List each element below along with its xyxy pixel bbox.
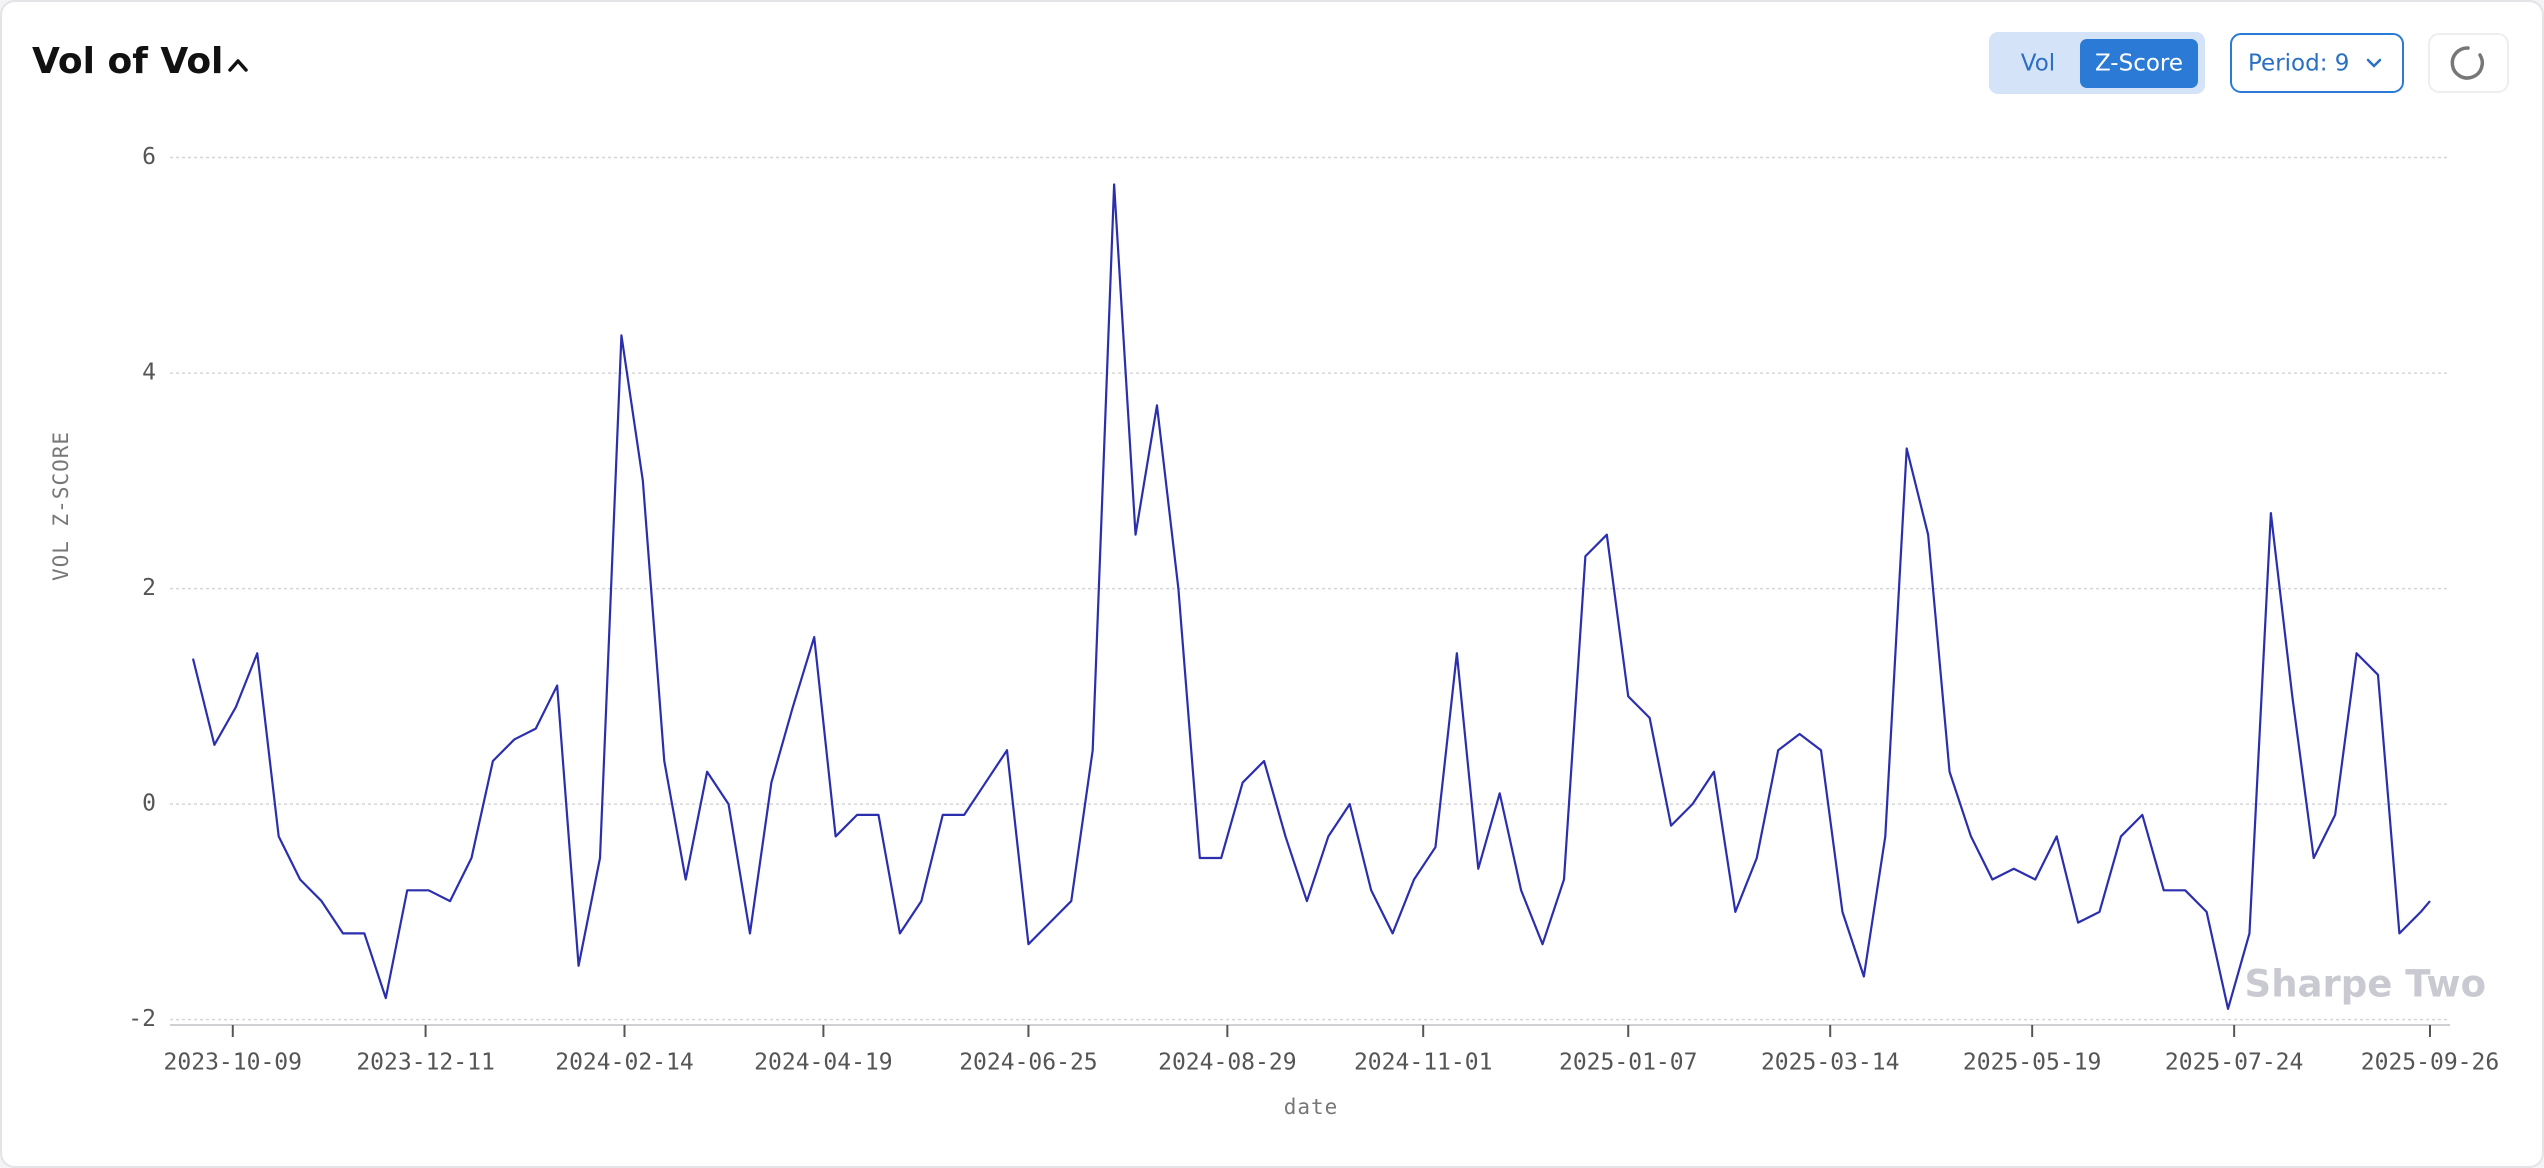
x-axis-label: date (1284, 1095, 1339, 1119)
x-tick-label: 2025-05-19 (1963, 1050, 2101, 1076)
x-tick-label: 2025-01-07 (1559, 1050, 1697, 1076)
collapse-chevron[interactable] (228, 59, 248, 72)
period-label: Period: 9 (2248, 51, 2349, 77)
x-tick-label: 2024-02-14 (555, 1050, 693, 1076)
x-tick-label: 2025-09-26 (2361, 1050, 2499, 1076)
toggle-option[interactable]: Vol (2021, 51, 2055, 77)
chart-title: Vol of Vol (32, 41, 223, 82)
toggle-group: Vol Z-Score (2021, 39, 2198, 88)
x-tick-label: 2023-10-09 (164, 1050, 302, 1076)
x-tick-label: 2023-12-11 (356, 1050, 494, 1076)
watermark: Sharpe Two (2245, 963, 2486, 1006)
dropdown-chevron (2366, 58, 2382, 68)
refresh-button[interactable] (2428, 33, 2509, 93)
x-tick-label: 2024-06-25 (959, 1050, 1097, 1076)
y-tick-label: -2 (128, 1006, 156, 1032)
y-tick-label: 0 (142, 791, 156, 817)
y-tick-label: 4 (142, 360, 156, 386)
y-axis-label: VOL Z-SCORE (49, 431, 73, 581)
x-tick-label: 2025-07-24 (2165, 1050, 2303, 1076)
x-tick-label: 2024-08-29 (1158, 1050, 1296, 1076)
toggle-active (2080, 39, 2198, 88)
x-tick-label: 2024-04-19 (754, 1050, 892, 1076)
loading-spinner (2450, 46, 2485, 80)
x-tick-label: 2024-11-01 (1354, 1050, 1492, 1076)
period-dropdown[interactable] (2230, 33, 2404, 93)
y-tick-label: 6 (142, 144, 156, 170)
toggle-option[interactable]: Z-Score (2095, 51, 2183, 77)
data-line (191, 183, 2431, 1010)
y-tick-label: 2 (142, 575, 156, 601)
x-tick-label: 2025-03-14 (1761, 1050, 1899, 1076)
